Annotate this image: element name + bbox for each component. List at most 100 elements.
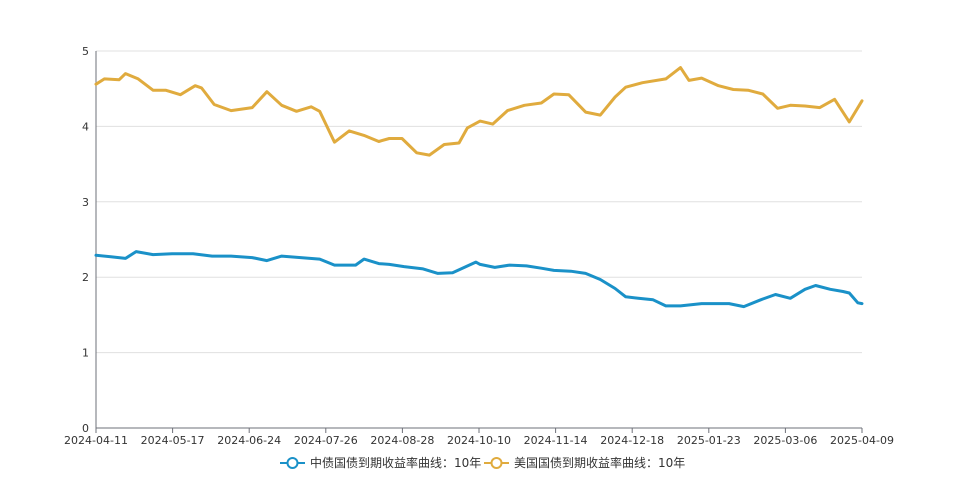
data-point[interactable] (401, 137, 403, 140)
data-point[interactable] (599, 278, 602, 281)
data-point[interactable] (818, 106, 821, 109)
data-point[interactable] (759, 298, 762, 301)
data-point[interactable] (789, 297, 792, 300)
data-point[interactable] (523, 104, 526, 107)
data-point[interactable] (700, 77, 703, 79)
data-point[interactable] (466, 127, 469, 129)
data-point[interactable] (333, 264, 336, 266)
data-point[interactable] (443, 143, 446, 146)
data-point[interactable] (624, 86, 627, 89)
data-point[interactable] (700, 302, 703, 305)
data-point[interactable] (152, 253, 154, 256)
data-point[interactable] (137, 78, 140, 80)
data-point[interactable] (732, 88, 735, 91)
data-point[interactable] (318, 110, 321, 113)
data-point[interactable] (637, 297, 640, 300)
data-point[interactable] (377, 262, 380, 265)
data-point[interactable] (479, 120, 481, 122)
data-point[interactable] (354, 264, 357, 266)
data-point[interactable] (109, 255, 112, 258)
data-point[interactable] (584, 272, 587, 275)
data-point[interactable] (584, 111, 587, 113)
legend[interactable]: 中债国债到期收益率曲线：10年 美国国债到期收益率曲线：10年 (280, 455, 685, 470)
data-point[interactable] (428, 154, 431, 157)
data-point[interactable] (508, 264, 511, 266)
data-point[interactable] (230, 255, 233, 257)
data-point[interactable] (856, 301, 859, 304)
data-point[interactable] (652, 298, 654, 301)
data-point[interactable] (295, 110, 298, 113)
data-point[interactable] (474, 261, 477, 263)
data-point[interactable] (599, 114, 602, 116)
data-point[interactable] (804, 105, 806, 107)
data-point[interactable] (377, 140, 380, 143)
data-point[interactable] (774, 293, 777, 296)
data-point[interactable] (363, 134, 365, 137)
data-point[interactable] (388, 137, 391, 140)
data-point[interactable] (861, 99, 863, 102)
data-point[interactable] (266, 90, 268, 93)
data-point[interactable] (848, 121, 851, 123)
legend-item-0[interactable]: 中债国债到期收益率曲线：10年 (280, 455, 481, 470)
data-point[interactable] (363, 258, 365, 260)
data-point[interactable] (664, 78, 667, 80)
data-point[interactable] (761, 93, 764, 95)
data-point[interactable] (789, 104, 792, 107)
data-point[interactable] (679, 305, 682, 307)
data-point[interactable] (422, 268, 424, 270)
data-point[interactable] (569, 270, 572, 273)
data-point[interactable] (641, 81, 644, 84)
data-point[interactable] (679, 66, 682, 69)
data-point[interactable] (747, 89, 749, 92)
data-point[interactable] (848, 292, 851, 294)
data-point[interactable] (135, 250, 138, 253)
data-point[interactable] (493, 266, 496, 269)
data-point[interactable] (200, 87, 203, 89)
data-point[interactable] (553, 93, 555, 95)
data-point[interactable] (491, 123, 494, 125)
data-point[interactable] (567, 93, 570, 96)
data-point[interactable] (861, 302, 863, 305)
data-point[interactable] (540, 267, 543, 270)
data-point[interactable] (164, 89, 167, 92)
data-point[interactable] (213, 103, 216, 106)
data-point[interactable] (479, 263, 481, 266)
data-point[interactable] (728, 302, 730, 305)
data-point[interactable] (804, 288, 806, 291)
data-point[interactable] (103, 78, 106, 80)
data-point[interactable] (171, 252, 173, 255)
data-point[interactable] (614, 287, 616, 290)
data-point[interactable] (553, 269, 555, 272)
data-point[interactable] (717, 84, 720, 87)
data-point[interactable] (506, 109, 509, 112)
data-point[interactable] (776, 107, 779, 110)
data-point[interactable] (95, 254, 97, 257)
data-point[interactable] (251, 106, 254, 109)
data-point[interactable] (152, 89, 154, 92)
data-point[interactable] (742, 305, 745, 308)
data-point[interactable] (230, 109, 233, 112)
data-point[interactable] (251, 256, 254, 259)
data-point[interactable] (299, 256, 302, 259)
series-line-1[interactable] (94, 66, 864, 157)
data-point[interactable] (211, 255, 214, 257)
data-point[interactable] (829, 288, 832, 291)
data-point[interactable] (525, 265, 528, 267)
data-point[interactable] (437, 272, 439, 275)
legend-item-1[interactable]: 美国国债到期收益率曲线：10年 (484, 455, 685, 470)
data-point[interactable] (415, 151, 418, 154)
data-point[interactable] (194, 84, 197, 87)
data-point[interactable] (318, 258, 321, 260)
data-point[interactable] (348, 130, 351, 132)
data-point[interactable] (124, 257, 127, 260)
data-point[interactable] (179, 93, 182, 96)
data-point[interactable] (124, 72, 127, 75)
data-point[interactable] (833, 98, 836, 101)
data-point[interactable] (280, 104, 283, 107)
data-point[interactable] (624, 295, 627, 298)
data-point[interactable] (814, 284, 817, 287)
data-point[interactable] (266, 259, 268, 262)
data-point[interactable] (118, 78, 121, 81)
data-point[interactable] (403, 265, 405, 268)
data-point[interactable] (95, 83, 97, 86)
